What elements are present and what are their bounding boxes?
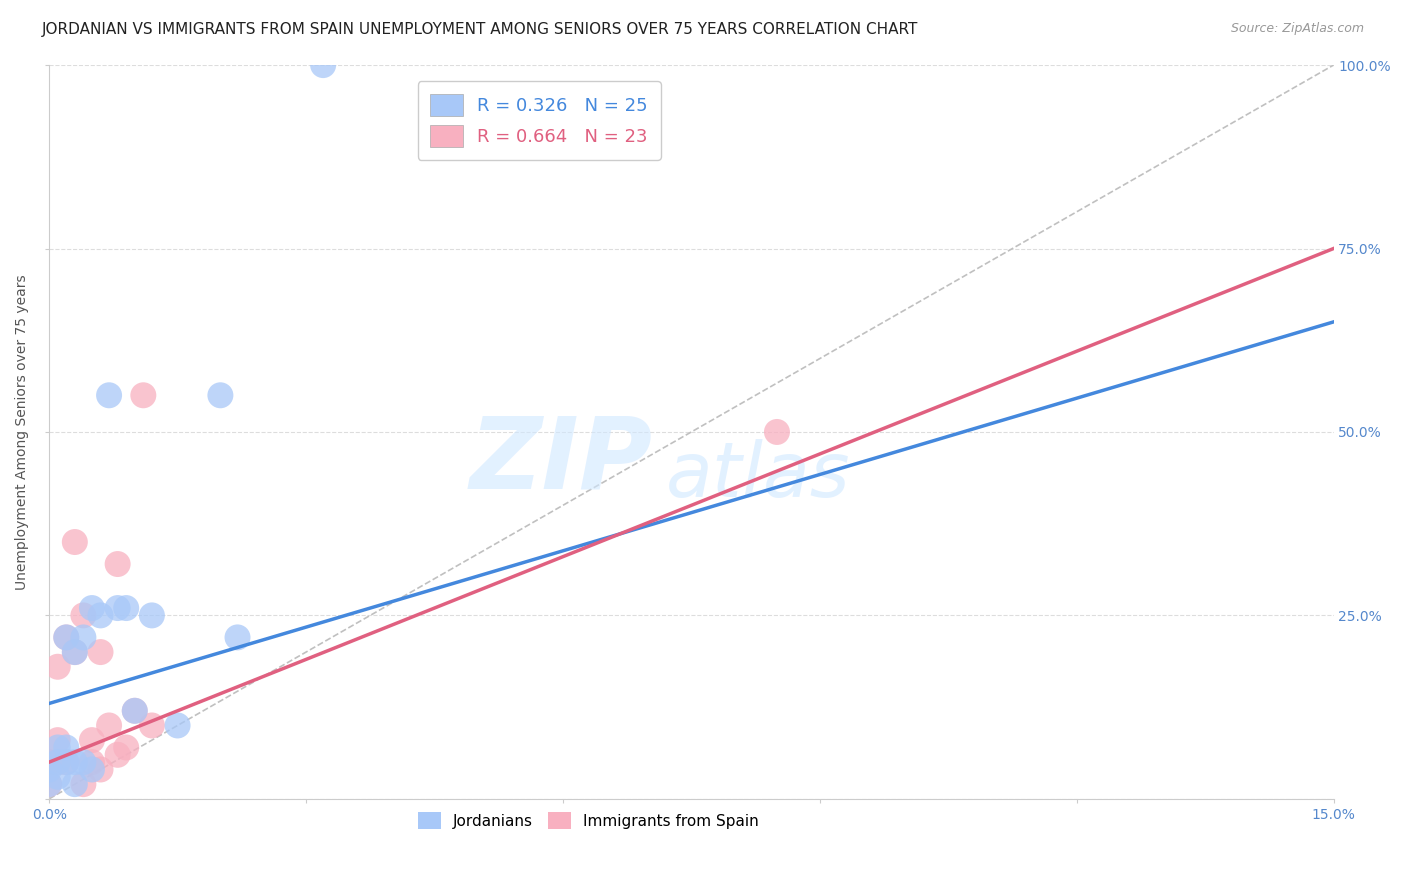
Point (38, 763, 60, 777)
Point (226, 631, 249, 645)
Text: Source: ZipAtlas.com: Source: ZipAtlas.com (1230, 22, 1364, 36)
Point (72, 608, 94, 623)
Point (124, 704, 146, 718)
Point (38, 777, 60, 791)
Point (166, 718, 188, 732)
Point (80, 601, 103, 615)
Point (46, 755, 69, 769)
Point (55, 631, 77, 645)
Point (46, 659, 69, 673)
Point (98, 718, 121, 732)
Point (55, 755, 77, 769)
Point (89, 645, 111, 659)
Point (46, 770, 69, 784)
Point (107, 601, 129, 615)
Text: ZIP: ZIP (470, 413, 652, 510)
Point (141, 718, 163, 732)
Point (312, 58, 335, 72)
Point (80, 763, 103, 777)
Point (63, 755, 86, 769)
Point (124, 704, 146, 718)
Point (46, 733, 69, 747)
Point (72, 755, 94, 769)
Text: JORDANIAN VS IMMIGRANTS FROM SPAIN UNEMPLOYMENT AMONG SENIORS OVER 75 YEARS CORR: JORDANIAN VS IMMIGRANTS FROM SPAIN UNEMP… (42, 22, 918, 37)
Point (72, 631, 94, 645)
Point (98, 388, 121, 402)
Point (89, 763, 111, 777)
Point (72, 777, 94, 791)
Point (141, 608, 163, 623)
Point (63, 645, 86, 659)
Point (38, 777, 60, 791)
Point (132, 388, 155, 402)
Point (107, 747, 129, 762)
Y-axis label: Unemployment Among Seniors over 75 years: Unemployment Among Seniors over 75 years (15, 274, 30, 590)
Point (55, 740, 77, 755)
Point (55, 631, 77, 645)
Point (63, 777, 86, 791)
Point (38, 755, 60, 769)
Point (89, 608, 111, 623)
Point (115, 740, 138, 755)
Point (46, 755, 69, 769)
Text: atlas: atlas (665, 439, 851, 513)
Point (80, 755, 103, 769)
Point (46, 740, 69, 755)
Point (115, 601, 138, 615)
Point (766, 425, 789, 439)
Point (107, 557, 129, 571)
Point (209, 388, 232, 402)
Point (63, 535, 86, 549)
Point (63, 645, 86, 659)
Point (80, 733, 103, 747)
Legend: Jordanians, Immigrants from Spain: Jordanians, Immigrants from Spain (412, 806, 765, 835)
Point (55, 755, 77, 769)
